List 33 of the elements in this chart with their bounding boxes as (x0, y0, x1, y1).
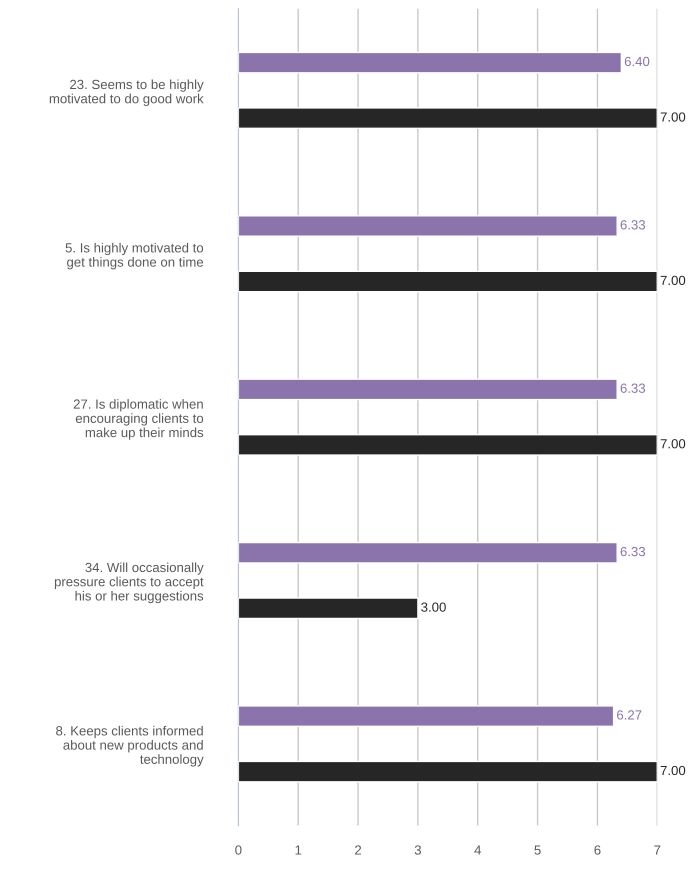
bar (238, 215, 618, 237)
bar (238, 542, 618, 564)
bar (238, 52, 622, 74)
x-tick-label: 4 (474, 845, 482, 855)
data-label: 7.00 (660, 276, 686, 286)
x-tick-label: 1 (296, 845, 302, 855)
data-label: 7.00 (660, 112, 686, 122)
bar (238, 597, 419, 620)
bar (238, 270, 658, 292)
y-tick-label: 27. Is diplomatic when encouraging clients to make up their minds (74, 399, 204, 440)
y-tick-label: 5. Is highly motivated to get things done on time (66, 242, 204, 270)
data-label: 3.00 (421, 602, 446, 612)
data-label: 7.00 (660, 766, 686, 776)
x-tick-label: 3 (414, 845, 421, 855)
data-label: 7.00 (660, 439, 686, 448)
bar (238, 434, 658, 456)
data-label: 6.33 (620, 384, 646, 393)
x-tick-label: 2 (355, 845, 362, 855)
y-tick-label: 34. Will occasionally pressure clients to accept his or her suggestions (54, 562, 204, 604)
data-label: 6.27 (617, 710, 642, 720)
bar (238, 760, 658, 783)
x-tick-label: 5 (534, 845, 541, 855)
x-tick-label: 6 (594, 845, 601, 855)
data-label: 6.33 (620, 546, 646, 556)
x-tick-label: 7 (654, 845, 660, 855)
data-label: 6.40 (624, 56, 650, 66)
bar (238, 378, 618, 400)
y-tick-label: 8. Keeps clients informed about new products and technology (56, 726, 204, 767)
bar (238, 107, 658, 130)
y-tick-label: 23. Seems to be highly motivated to do good work (50, 79, 204, 106)
data-label: 6.33 (620, 220, 646, 230)
x-tick-label: 0 (235, 845, 242, 855)
bar (238, 705, 614, 727)
